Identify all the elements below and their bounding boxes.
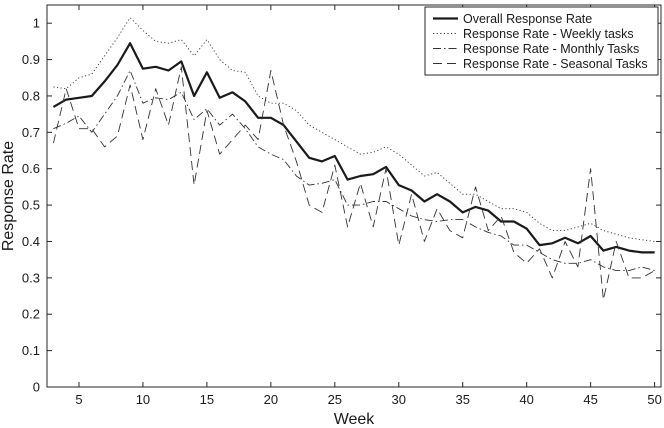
y-tick-label: 0.1 bbox=[22, 343, 40, 358]
legend-label-3: Response Rate - Monthly Tasks bbox=[463, 42, 639, 56]
y-tick-label: 0.5 bbox=[22, 198, 40, 213]
legend-label-4: Response Rate - Seasonal Tasks bbox=[463, 57, 648, 71]
x-tick-label: 40 bbox=[519, 392, 533, 407]
series-layer bbox=[52, 17, 655, 301]
x-tick-label: 10 bbox=[136, 392, 150, 407]
x-tick-label: 5 bbox=[75, 392, 82, 407]
x-tick-label: 20 bbox=[264, 392, 278, 407]
x-axis-label: Week bbox=[334, 411, 376, 428]
x-axis: 5 10 15 20 25 30 35 40 45 50 bbox=[75, 5, 662, 407]
y-tick-label: 0 bbox=[33, 380, 40, 395]
x-tick-label: 30 bbox=[392, 392, 406, 407]
x-tick-label: 50 bbox=[647, 392, 661, 407]
y-tick-label: 0.9 bbox=[22, 52, 40, 67]
y-axis-label: Response Rate bbox=[0, 141, 17, 251]
x-tick-label: 25 bbox=[328, 392, 342, 407]
x-tick-label: 35 bbox=[455, 392, 469, 407]
y-tick-label: 0.4 bbox=[22, 234, 40, 249]
y-tick-label: 0.3 bbox=[22, 270, 40, 285]
legend-label-1: Overall Response Rate bbox=[463, 12, 592, 26]
legend-label-2: Response Rate - Weekly tasks bbox=[463, 27, 634, 41]
series-line-2 bbox=[53, 17, 655, 242]
y-axis: 0 0.1 0.2 0.3 0.4 0.5 0.6 0.7 0.8 0.9 1 bbox=[22, 16, 661, 395]
y-tick-label: 0.7 bbox=[22, 125, 40, 140]
series-line-1 bbox=[52, 42, 655, 254]
y-tick-label: 0.6 bbox=[22, 161, 40, 176]
legend-box bbox=[424, 6, 659, 76]
series-line-4 bbox=[52, 66, 655, 301]
x-tick-label: 45 bbox=[583, 392, 597, 407]
x-tick-label: 15 bbox=[200, 392, 214, 407]
y-tick-label: 1 bbox=[33, 16, 40, 31]
y-tick-label: 0.2 bbox=[22, 307, 40, 322]
y-tick-label: 0.8 bbox=[22, 88, 40, 103]
